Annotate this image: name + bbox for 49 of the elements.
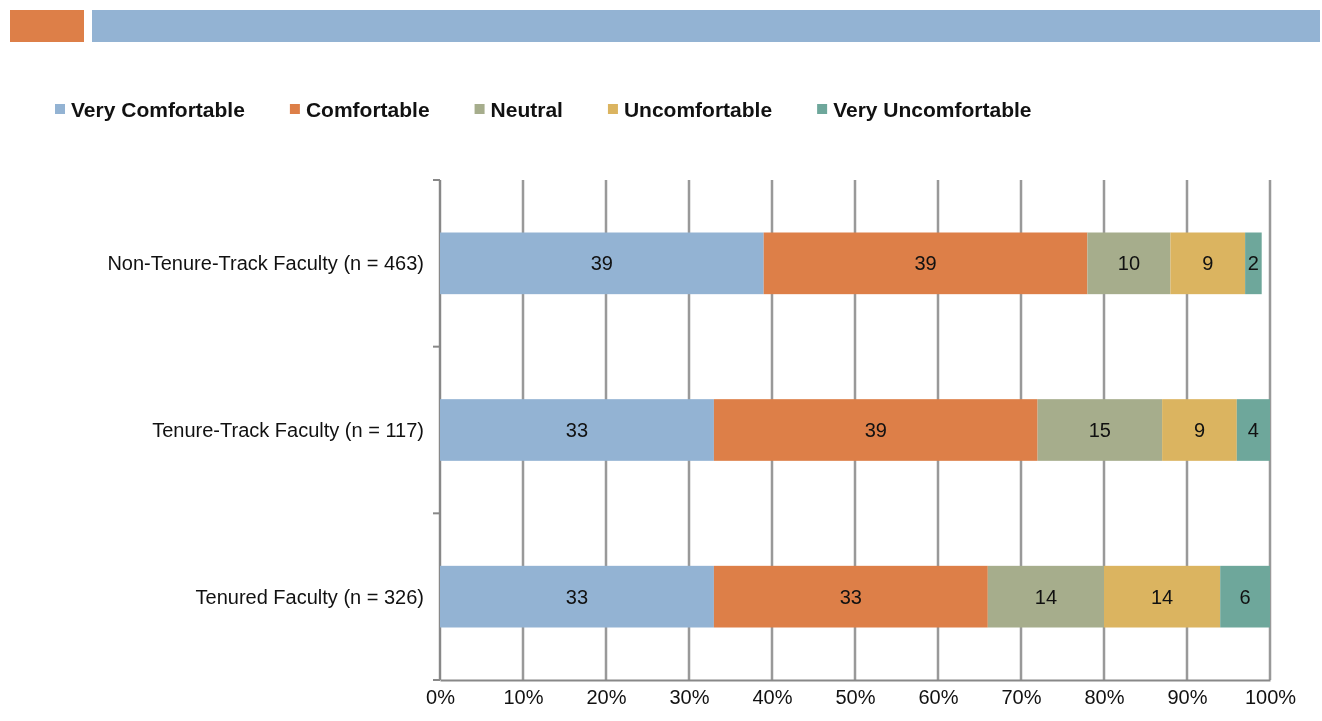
bar [763,232,1088,295]
data-label: 14 [1150,585,1174,608]
legend-label: Uncomfortable [623,98,773,122]
x-tick-label: 40% [752,686,793,709]
x-tick-label: 0% [426,686,456,709]
data-label: 39 [864,419,887,441]
x-tick-label: 70% [1001,686,1042,709]
y-tick-label: Tenure-Track Faculty (n = 117) [152,419,424,441]
bar [1104,565,1221,628]
bar [1245,232,1262,295]
data-label: 15 [1088,419,1111,441]
data-label: 33 [565,585,589,608]
bar [440,232,764,295]
bar [440,399,714,461]
x-tick-label: 30% [669,686,710,709]
legend-label: Very Comfortable [71,98,245,122]
data-label: 39 [914,252,937,275]
data-label: 10 [1117,252,1141,275]
data-label: 9 [1193,419,1206,441]
bar [1087,232,1171,295]
x-tick-label: 20% [586,686,627,709]
bar [1162,399,1237,461]
bar [1220,565,1270,628]
x-tick-label: 80% [1084,686,1125,709]
data-label: 39 [590,252,613,275]
x-tick-label: 10% [503,686,544,709]
legend-label: Very Uncomfortable [833,98,1032,122]
x-tick-label: 100% [1244,686,1297,709]
data-label: 4 [1247,419,1259,441]
bar [987,565,1104,628]
data-label: 9 [1202,252,1214,275]
bar [1037,399,1163,461]
bar [713,565,988,628]
x-tick-label: 50% [835,686,876,709]
legend-label: Neutral [490,98,563,122]
y-tick-label: Non-Tenure-Track Faculty (n = 463) [107,252,424,275]
x-tick-label: 60% [918,686,959,709]
data-label: 33 [565,419,589,441]
bar [1236,399,1270,461]
y-tick-label: Tenured Faculty (n = 326) [195,585,424,608]
data-label: 14 [1034,585,1058,608]
bar [713,399,1038,461]
legend-label: Comfortable [305,98,430,122]
bar [1170,232,1246,295]
data-label: 33 [839,585,862,608]
data-label: 2 [1247,252,1259,275]
data-label: 6 [1239,585,1251,608]
bar [440,565,714,628]
x-tick-label: 90% [1167,686,1208,709]
